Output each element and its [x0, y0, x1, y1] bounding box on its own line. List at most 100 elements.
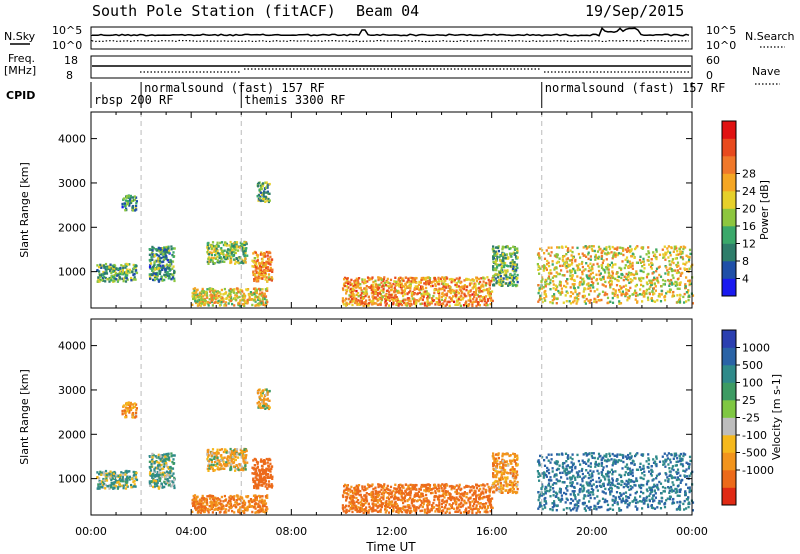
echo-cell [577, 298, 580, 301]
echo-cell [385, 294, 388, 297]
echo-cell [110, 474, 113, 477]
echo-cell [351, 510, 354, 514]
echo-cell [538, 254, 541, 257]
echo-cell [263, 297, 266, 301]
echo-cell [386, 277, 389, 281]
echo-region [96, 262, 139, 283]
echo-cell [105, 266, 108, 270]
echo-region [536, 245, 695, 305]
echo-cell [157, 464, 160, 467]
echo-cell [404, 276, 407, 279]
echo-cell [258, 471, 262, 474]
echo-cell [261, 261, 264, 264]
echo-cell [122, 486, 125, 490]
echo-cell [214, 253, 217, 257]
echo-cell [497, 264, 500, 267]
echo-cell [261, 389, 265, 392]
echo-cell [148, 460, 151, 463]
echo-cell [674, 257, 677, 260]
echo-cell [206, 455, 210, 459]
echo-cell [389, 282, 392, 285]
echo-cell [263, 191, 266, 194]
echo-cell [224, 450, 227, 453]
echo-cell [484, 303, 487, 306]
echo-cell [235, 287, 239, 290]
echo-cell [234, 501, 237, 504]
echo-cell [239, 304, 242, 308]
echo-cell [398, 277, 401, 281]
echo-cell [598, 269, 601, 273]
echo-cell [158, 250, 161, 253]
echo-cell [162, 249, 166, 252]
echo-cell [621, 246, 624, 250]
echo-cell [589, 286, 592, 290]
echo-cell [362, 292, 366, 296]
echo-cell [264, 255, 267, 258]
echo-cell [101, 278, 104, 282]
echo-cell [159, 265, 162, 268]
echo-cell [159, 458, 162, 461]
echo-cell [556, 253, 559, 256]
echo-cell [206, 302, 209, 305]
echo-cell [133, 195, 136, 198]
echo-cell [162, 264, 165, 267]
echo-cell [391, 495, 394, 498]
echo-cell [126, 273, 129, 276]
echo-cell [386, 280, 389, 284]
echo-cell [667, 245, 670, 248]
echo-cell [166, 247, 169, 250]
echo-cell [159, 251, 162, 254]
echo-cell [677, 300, 680, 303]
echo-cell [254, 511, 257, 514]
echo-cell [154, 267, 157, 270]
echo-cell [435, 280, 438, 284]
echo-cell [172, 251, 175, 254]
echo-cell [478, 286, 481, 290]
echo-cell [486, 303, 489, 307]
echo-cell [116, 481, 119, 484]
echo-cell [605, 293, 608, 296]
echo-cell [258, 269, 261, 272]
echo-cell [555, 253, 558, 256]
echo-cell [221, 456, 224, 460]
echo-cell [232, 449, 235, 452]
echo-cell [626, 296, 629, 299]
echo-cell [650, 283, 653, 286]
echo-cell [219, 260, 222, 263]
echo-cell [115, 278, 118, 281]
echo-cell [164, 270, 167, 273]
echo-cell [602, 249, 605, 252]
nsky-tick-top: 10^5 [52, 24, 82, 37]
echo-cell [615, 284, 619, 287]
echo-cell [469, 279, 472, 282]
echo-cell [478, 511, 481, 514]
echo-cell [346, 285, 349, 288]
echo-cell [346, 492, 349, 495]
echo-cell [350, 298, 353, 301]
echo-cell [150, 480, 153, 483]
echo-cell [254, 261, 258, 264]
echo-cell [252, 506, 255, 509]
echo-cell [682, 295, 685, 299]
echo-cell [404, 303, 407, 306]
echo-cell [566, 249, 569, 252]
echo-cell [217, 459, 220, 462]
echo-cell [390, 296, 393, 299]
echo-cell [232, 247, 236, 251]
echo-cell [201, 509, 204, 512]
echo-cell [165, 463, 168, 466]
echo-cell [629, 278, 632, 281]
echo-cell [213, 502, 216, 505]
echo-cell [373, 509, 376, 512]
echo-cell [463, 293, 466, 296]
echo-cell [551, 295, 554, 298]
echo-cell [122, 279, 125, 283]
echo-cell [370, 285, 373, 288]
echo-cell [229, 502, 232, 505]
echo-cell [228, 451, 231, 454]
echo-cell [448, 278, 451, 281]
echo-cell [591, 267, 594, 270]
echo-cell [195, 296, 198, 299]
echo-cell [465, 277, 468, 281]
echo-cell [228, 254, 231, 258]
